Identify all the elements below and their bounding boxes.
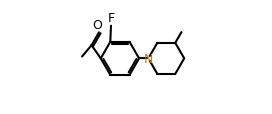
Text: N: N bbox=[144, 52, 153, 65]
Text: F: F bbox=[107, 12, 115, 25]
Text: O: O bbox=[92, 19, 102, 32]
